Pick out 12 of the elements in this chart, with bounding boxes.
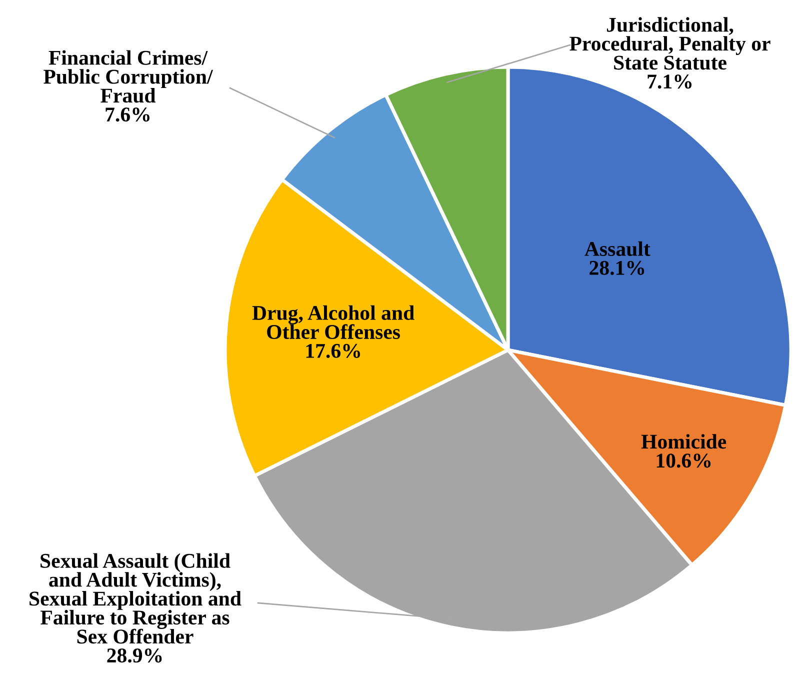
data-label: 7.6% [106, 107, 150, 122]
slice-label: Financial Crimes/ Public Corruption/ Fraud [44, 50, 214, 103]
slice-label: Drug, Alcohol and Other Offenses [252, 305, 414, 340]
slice-label: Sexual Assault (Child and Adult Victims), Sexual Exploitation and Failure to Register as Sex Offender [30, 553, 242, 644]
data-label: 28.1% [590, 260, 644, 275]
slice-label: Jurisdictional, Procedural, Penalty or State Statute [570, 17, 770, 70]
slice-label: Homicide [641, 434, 726, 449]
data-label: 17.6% [306, 344, 360, 358]
data-label: 7.1% [648, 74, 692, 89]
data-label: 28.9% [107, 648, 162, 663]
slice-label: Assault [584, 241, 650, 256]
data-label: 10.6% [656, 454, 711, 468]
